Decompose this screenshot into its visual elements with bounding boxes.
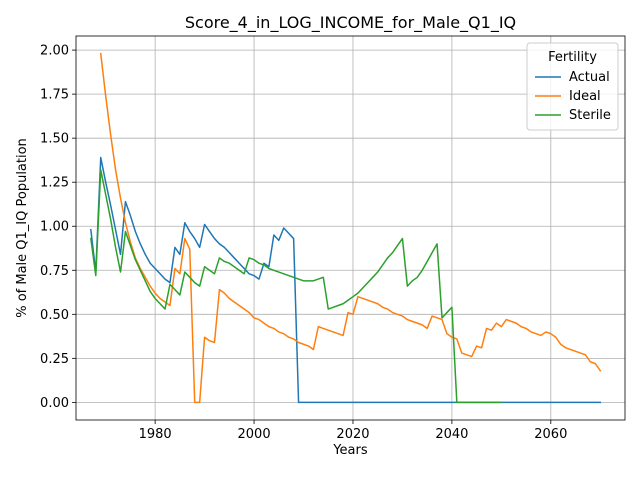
grid: [76, 36, 625, 420]
legend-entries: Actual Ideal Sterile: [535, 70, 611, 123]
y-tick-label: 1.50: [40, 132, 69, 147]
x-tick-label: 1980: [139, 427, 172, 442]
x-tick-label: 2040: [435, 427, 468, 442]
series-line-sterile: [89, 169, 503, 404]
legend-label-ideal: Ideal: [569, 89, 601, 104]
legend-label-sterile: Sterile: [569, 108, 611, 123]
y-tick-label: 2.00: [40, 44, 69, 59]
series-lines: [89, 52, 602, 404]
y-tick-label: 0.25: [40, 352, 69, 367]
plot-area-frame: [75, 35, 626, 421]
series-line-ideal: [99, 52, 602, 404]
y-tick-label: 0.75: [40, 264, 69, 279]
chart-title: Score_4_in_LOG_INCOME_for_Male_Q1_IQ: [185, 13, 516, 33]
axis-ticks: 1980 2000 2020 2040 2060 0.00 0.25 0.50 0.75 1.00…: [40, 44, 567, 442]
y-tick-label: 1.00: [40, 220, 69, 235]
legend: Fertility Actual Ideal Sterile: [526, 42, 619, 131]
y-tick-label: 0.00: [40, 396, 69, 411]
legend-title: Fertility: [548, 50, 597, 65]
y-tick-label: 1.25: [40, 176, 69, 191]
x-tick-label: 2020: [336, 427, 369, 442]
legend-box: [526, 42, 619, 131]
y-tick-label: 0.50: [40, 308, 69, 323]
y-tick-label: 1.75: [40, 88, 69, 103]
x-tick-label: 2060: [534, 427, 567, 442]
series-line-actual: [90, 156, 602, 404]
legend-label-actual: Actual: [569, 70, 610, 85]
y-axis-label: % of Male Q1_IQ Population: [15, 138, 30, 318]
x-tick-label: 2000: [238, 427, 271, 442]
x-axis-label: Years: [332, 443, 368, 458]
